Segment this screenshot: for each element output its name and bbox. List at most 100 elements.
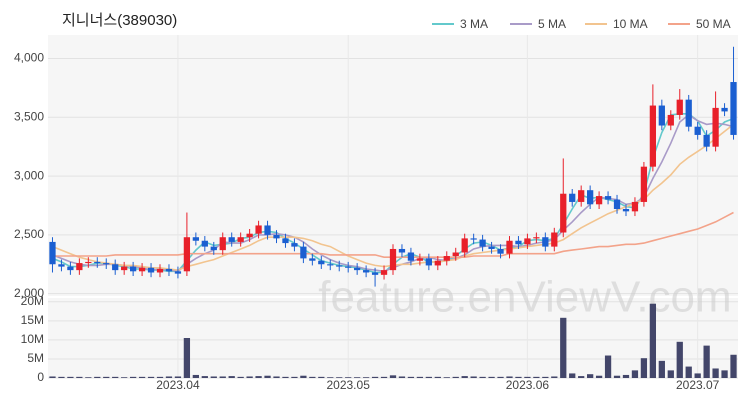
candle-body: [452, 252, 459, 257]
y-tick-label: 2,000: [14, 286, 44, 300]
candle-body: [327, 264, 334, 266]
volume-tick-label: 10M: [21, 332, 44, 346]
candle-body: [58, 264, 65, 267]
candle-body: [667, 114, 674, 126]
candle-body: [336, 265, 343, 267]
candle-body: [551, 232, 558, 247]
volume-bar: [595, 375, 603, 378]
candle-body: [694, 126, 701, 135]
y-tick-label: 4,000: [14, 51, 44, 65]
volume-bar: [354, 377, 361, 378]
legend-label: 5 MA: [538, 17, 566, 31]
candle-body: [345, 266, 352, 268]
volume-bar: [479, 376, 486, 378]
volume-bar: [560, 317, 567, 378]
volume-bar: [730, 354, 737, 378]
volume-bar: [640, 358, 648, 378]
volume-bar: [336, 377, 343, 378]
candle-body: [560, 193, 567, 233]
candle-body: [291, 243, 298, 247]
candle-body: [416, 258, 424, 261]
candle-body: [183, 237, 191, 272]
candle-body: [264, 225, 271, 235]
candle-body: [354, 267, 361, 271]
candle-body: [210, 246, 217, 251]
candle-body: [94, 261, 101, 264]
volume-bar: [398, 376, 406, 378]
candle-body: [542, 237, 549, 247]
candle-body: [569, 193, 576, 202]
candle-body: [407, 252, 415, 261]
volume-bar: [345, 377, 352, 378]
volume-bar: [461, 376, 468, 378]
y-tick-label: 2,500: [14, 227, 44, 241]
candle-body: [49, 241, 56, 265]
volume-bar: [721, 370, 728, 378]
candle-body: [219, 237, 226, 251]
candle-body: [67, 266, 74, 271]
volume-bar: [685, 366, 692, 378]
candle-body: [595, 196, 603, 205]
candle-body: [192, 237, 199, 241]
candle-body: [712, 107, 719, 147]
volume-bar: [542, 376, 549, 378]
y-tick-label: 3,500: [14, 109, 44, 123]
candle-body: [389, 248, 397, 271]
volume-bar: [94, 376, 101, 378]
volume-bar: [533, 376, 540, 378]
candle-body: [488, 246, 495, 249]
volume-bar: [255, 376, 262, 378]
candle-body: [703, 134, 710, 147]
volume-bar: [291, 376, 298, 378]
volume-bar: [183, 338, 191, 378]
candle-body: [165, 268, 173, 272]
volume-bar: [362, 377, 370, 378]
volume-bar: [282, 376, 289, 378]
candle-body: [398, 248, 406, 253]
watermark: feature.enViewV.com: [318, 273, 731, 322]
volume-bar: [488, 376, 495, 378]
candle-body: [103, 263, 110, 265]
x-tick-label: 2023.07: [676, 378, 720, 392]
volume-bar: [703, 345, 710, 378]
volume-bar: [103, 376, 110, 378]
x-tick-label: 2023.05: [326, 378, 370, 392]
candle-body: [721, 107, 728, 112]
candle-body: [380, 270, 388, 275]
volume-bar: [515, 376, 522, 378]
volume-panel: [48, 298, 738, 378]
volume-bar: [147, 376, 155, 378]
volume-bar: [551, 376, 558, 378]
volume-bar: [524, 376, 531, 378]
volume-bar: [371, 376, 379, 378]
volume-bar: [174, 376, 182, 378]
volume-bar: [434, 376, 441, 378]
candle-body: [246, 233, 253, 238]
volume-bar: [470, 376, 477, 378]
volume-bar: [569, 373, 576, 378]
volume-bar: [407, 376, 415, 378]
volume-bar: [497, 376, 504, 378]
candle-body: [85, 261, 92, 264]
candle-body: [470, 238, 477, 240]
candle-body: [533, 237, 540, 239]
volume-bar: [416, 376, 424, 378]
volume-bar: [201, 376, 208, 378]
candle-body: [228, 237, 235, 242]
chart-title: 지니너스(389030): [62, 12, 177, 29]
volume-bar: [604, 355, 612, 378]
candle-body: [201, 240, 208, 247]
volume-tick-label: 15M: [21, 313, 44, 327]
volume-bar: [631, 370, 639, 378]
volume-bar: [49, 376, 56, 378]
volume-bar: [587, 374, 594, 378]
volume-bar: [622, 374, 630, 378]
x-tick-label: 2023.04: [156, 378, 200, 392]
volume-bar: [649, 303, 657, 378]
volume-bar: [192, 374, 199, 378]
volume-tick-label: 5M: [27, 351, 44, 365]
volume-bar: [228, 376, 235, 378]
legend-label: 3 MA: [460, 17, 488, 31]
volume-bar: [658, 360, 665, 378]
volume-bar: [676, 341, 683, 378]
